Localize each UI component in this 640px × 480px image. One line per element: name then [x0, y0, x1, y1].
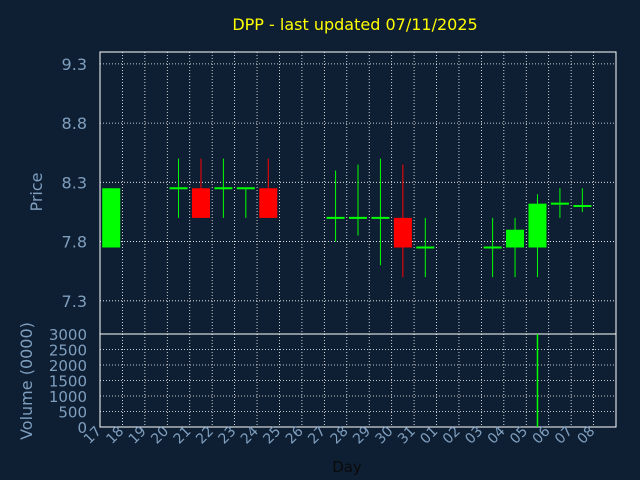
volume-tick-label: 2000 — [49, 357, 87, 375]
price-panel: 9.3 8.8 8.3 7.8 7.3 — [62, 51, 617, 335]
candle-body — [483, 246, 502, 249]
candle-body — [102, 188, 121, 248]
candle-body — [259, 188, 278, 218]
x-axis-label: Day — [332, 458, 362, 476]
volume-tick-label: 0 — [77, 419, 87, 437]
volume-tick-label: 1000 — [49, 388, 87, 406]
candle-body — [506, 229, 525, 248]
x-axis: 1718192021222324252627282930310102030405… — [81, 423, 598, 447]
price-axis-label: Price — [27, 172, 46, 211]
price-tick-label: 7.3 — [62, 292, 87, 311]
volume-tick-label: 1500 — [49, 373, 87, 391]
volume-tick-label: 500 — [58, 404, 87, 422]
volume-axis-label: Volume (0000) — [17, 322, 36, 440]
candles — [102, 158, 592, 278]
volume-tick-label: 3000 — [49, 326, 87, 344]
candle-body — [371, 216, 390, 219]
price-tick-label: 9.3 — [62, 55, 87, 74]
candle-body — [191, 188, 210, 218]
volume-tick-label: 2500 — [49, 342, 87, 360]
candle-body — [393, 217, 412, 248]
candle-body — [416, 246, 435, 249]
candle-body — [349, 216, 367, 219]
candle-body — [573, 205, 592, 208]
price-tick-label: 8.8 — [62, 114, 87, 133]
candle-body — [326, 216, 345, 219]
price-tick-label: 7.8 — [62, 233, 87, 252]
candle-body — [550, 202, 569, 205]
candle-body — [214, 187, 233, 190]
candle-body — [169, 187, 188, 190]
candle-body — [528, 203, 547, 248]
candle-body — [236, 187, 255, 190]
chart-title: DPP - last updated 07/11/2025 — [232, 15, 477, 34]
price-tick-label: 8.3 — [62, 173, 87, 192]
